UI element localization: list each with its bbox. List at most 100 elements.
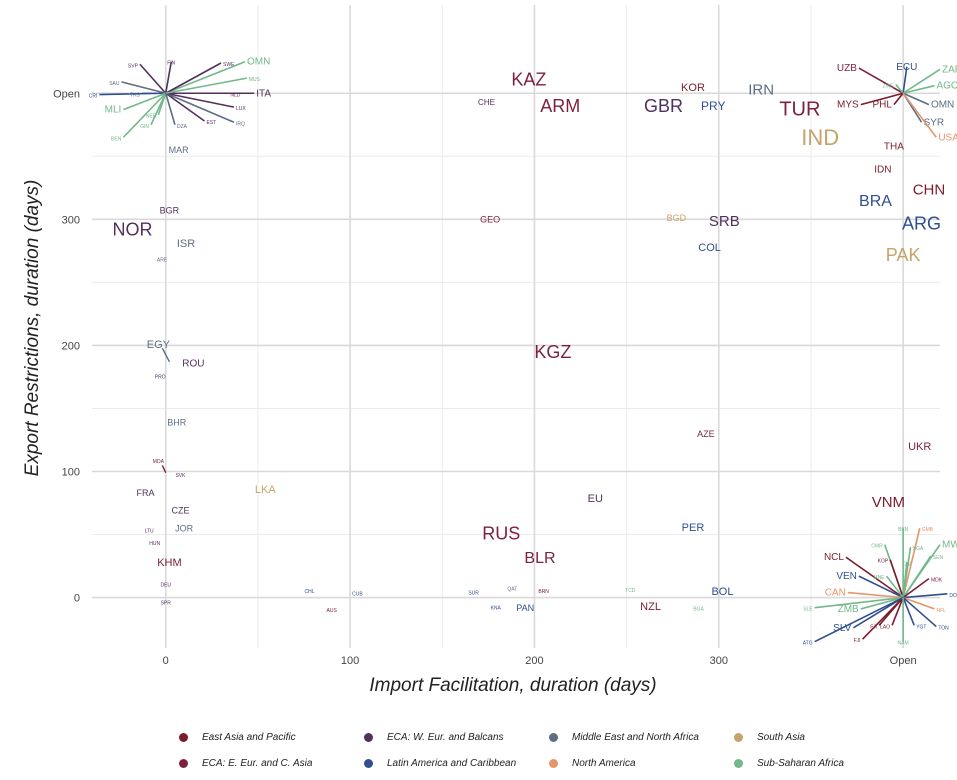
scatter-chart: 0 100 200 300 Open 0 100 200 300 Open ITA OMN SWE FI…	[22, 5, 957, 696]
country-label: FRA	[136, 488, 154, 498]
cluster-spoke-label: AGO	[936, 81, 957, 92]
country-label: NZL	[640, 601, 661, 613]
cluster-spoke-label: CAN	[825, 588, 846, 599]
legend-item: ECA: W. Eur. and Balcans	[360, 732, 545, 743]
cluster-spoke	[165, 92, 205, 122]
cluster-spoke-label: TKS	[130, 92, 140, 98]
cluster-spoke	[122, 92, 167, 138]
cluster-spoke	[165, 62, 222, 94]
cluster-spoke	[902, 68, 941, 94]
cluster-spoke-label: CIV	[903, 561, 912, 567]
cluster-spoke-label: CMR	[871, 544, 883, 550]
cluster-spoke	[893, 92, 904, 106]
country-label: RUS	[482, 524, 520, 544]
country-label: BGD	[667, 213, 687, 223]
cluster-spoke	[814, 596, 904, 643]
cluster-spoke-label: DOM	[949, 593, 957, 599]
cluster-spoke-label: OMN	[931, 100, 954, 111]
country-label: BLR	[524, 550, 555, 567]
country-label: BRN	[538, 589, 549, 595]
legend-label: Latin America and Caribbean	[387, 757, 517, 769]
cluster-spoke	[902, 578, 930, 599]
cluster-spoke	[902, 92, 937, 138]
country-label: BRA	[859, 193, 892, 210]
country-label: CZE	[171, 506, 189, 516]
cluster-spoke	[902, 596, 937, 628]
cluster-spoke-label: NCL	[824, 552, 844, 563]
country-label: KGZ	[534, 342, 571, 362]
legend-swatch	[734, 758, 743, 768]
legend-item: ECA: E. Eur. and C. Asia	[175, 758, 360, 769]
cluster-spoke-label: NAM	[898, 641, 909, 647]
cluster-spoke	[165, 92, 235, 123]
country-label: PAK	[886, 245, 921, 265]
country-label: EGY	[147, 339, 171, 351]
cluster-spoke-label: GIN	[140, 124, 149, 130]
legend-label: ECA: E. Eur. and C. Asia	[202, 757, 313, 769]
cluster-spoke-label: ITA	[256, 88, 271, 99]
country-label: BGR	[160, 206, 180, 216]
open-cluster-spokes: ITA OMN SWE FIN SVP SAU TKS CRI MLI NER GIN BEN DZA E…	[89, 57, 957, 647]
cluster-spoke	[139, 63, 167, 94]
cluster-spoke-label: KOP	[878, 559, 889, 565]
country-label: NOR	[113, 220, 153, 240]
country-label: KNA	[491, 605, 502, 611]
cluster-spoke	[814, 596, 904, 609]
y-tick-label: 300	[62, 214, 80, 226]
country-label: MDA	[153, 459, 165, 465]
country-label: SUR	[468, 590, 479, 596]
cluster-spoke-label: MWI	[942, 540, 957, 551]
cluster-spoke	[903, 592, 948, 599]
country-label: LKA	[255, 484, 276, 496]
cluster-spoke-label: NLD	[230, 92, 240, 98]
cluster-spoke-label: BEN	[898, 527, 909, 533]
cluster-spoke-label: CRI	[89, 94, 98, 100]
cluster-spoke-label: NER	[146, 114, 157, 120]
cluster-spoke	[121, 81, 166, 95]
cluster-spoke	[99, 92, 166, 96]
leader-line	[161, 347, 171, 363]
cluster-spoke-label: VEN	[836, 571, 857, 582]
legend-swatch	[364, 732, 373, 742]
country-label: CHE	[478, 98, 495, 107]
cluster-spoke	[164, 93, 176, 125]
cluster-spoke-label: USA	[938, 132, 957, 143]
x-tick-label: 0	[163, 655, 169, 667]
cluster-spoke-label: GMB	[922, 527, 934, 533]
country-label: EU	[588, 493, 603, 505]
cluster-spoke	[902, 66, 908, 94]
cluster-spoke-label: SWE	[223, 62, 235, 68]
cluster-spoke	[885, 575, 904, 599]
country-label: ISR	[177, 238, 195, 250]
cluster-spoke	[902, 555, 932, 599]
country-label: VNM	[872, 494, 905, 511]
country-label: GBR	[644, 96, 683, 116]
cluster-spoke-label: MDK	[931, 578, 943, 584]
legend-label: ECA: W. Eur. and Balcans	[387, 731, 504, 743]
country-label: KAZ	[511, 70, 546, 90]
cluster-spoke	[164, 61, 173, 94]
country-label: ARM	[540, 96, 580, 116]
country-label: LTU	[145, 528, 154, 534]
cluster-spoke-label: MYS	[837, 100, 859, 111]
cluster-spoke-label: SLE	[803, 607, 813, 613]
country-label: SVK	[175, 473, 186, 479]
cluster-spoke-label: ZWE	[883, 83, 895, 89]
cluster-spoke-label: DZA	[177, 124, 188, 130]
country-label: TUR	[779, 98, 820, 120]
country-label: GEO	[480, 214, 500, 224]
cluster-spoke-label: LUX	[236, 106, 246, 112]
country-label: BOL	[711, 586, 733, 598]
x-tick-label: 100	[341, 655, 359, 667]
legend-item: North America	[545, 758, 730, 769]
country-label: IDN	[874, 164, 891, 175]
legend-swatch	[364, 758, 373, 768]
y-tick-label: 0	[74, 593, 80, 605]
country-label: ARE	[157, 257, 168, 263]
cluster-spoke	[902, 597, 915, 626]
y-tick-label: Open	[53, 88, 80, 100]
cluster-spoke-label: IRQ	[236, 121, 245, 127]
legend-item: Latin America and Caribbean	[360, 758, 545, 769]
cluster-spoke	[852, 596, 904, 629]
y-tick-label: 100	[62, 466, 80, 478]
